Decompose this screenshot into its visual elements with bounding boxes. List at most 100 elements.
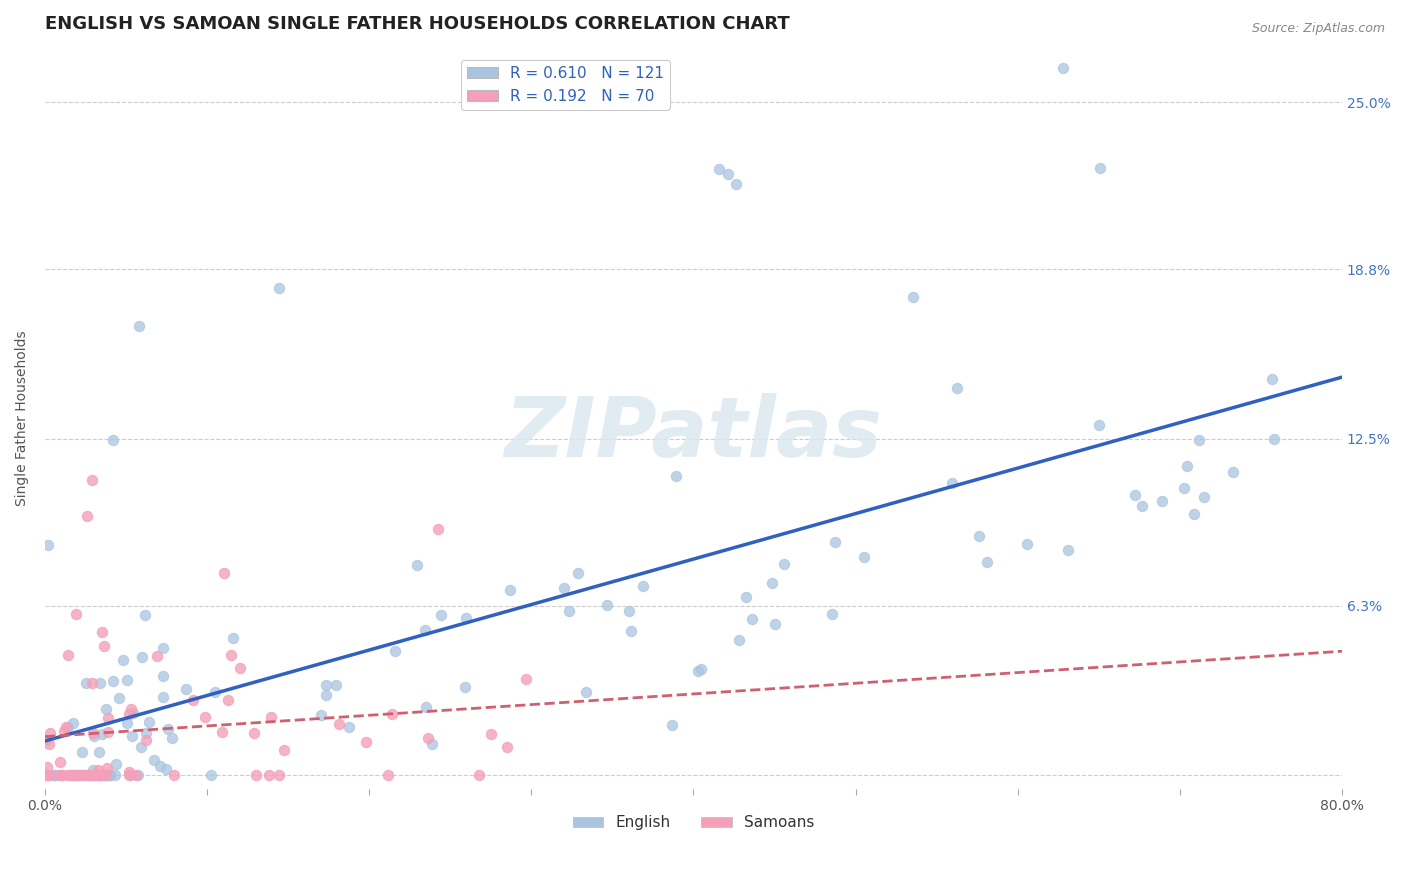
Point	[87, 768, 110, 782]
Point	[73, 768, 96, 782]
Point	[90, 625, 112, 640]
Point	[741, 612, 763, 626]
Point	[553, 581, 575, 595]
Point	[96, 768, 118, 782]
Point	[62, 716, 84, 731]
Point	[1188, 433, 1211, 447]
Point	[63, 768, 86, 782]
Point	[1150, 493, 1173, 508]
Point	[51, 768, 73, 782]
Point	[567, 566, 589, 580]
Point	[38, 726, 60, 740]
Point	[377, 768, 399, 782]
Point	[98, 768, 121, 782]
Y-axis label: Single Father Households: Single Father Households	[15, 331, 30, 507]
Point	[427, 522, 450, 536]
Point	[149, 759, 172, 773]
Point	[118, 768, 141, 782]
Point	[430, 608, 453, 623]
Point	[65, 607, 87, 622]
Point	[80, 768, 103, 782]
Point	[315, 688, 337, 702]
Point	[267, 281, 290, 295]
Point	[596, 598, 619, 612]
Legend: English, Samoans: English, Samoans	[567, 809, 821, 837]
Point	[558, 603, 581, 617]
Point	[152, 690, 174, 705]
Point	[1015, 536, 1038, 550]
Point	[58, 768, 80, 782]
Point	[96, 761, 118, 775]
Point	[117, 673, 139, 687]
Point	[325, 678, 347, 692]
Point	[86, 768, 108, 782]
Point	[328, 717, 350, 731]
Point	[155, 762, 177, 776]
Point	[55, 720, 77, 734]
Point	[89, 768, 111, 782]
Point	[257, 768, 280, 782]
Point	[309, 707, 332, 722]
Point	[734, 590, 756, 604]
Point	[967, 529, 990, 543]
Point	[152, 641, 174, 656]
Point	[217, 693, 239, 707]
Point	[211, 725, 233, 739]
Point	[686, 664, 709, 678]
Point	[454, 611, 477, 625]
Point	[728, 632, 751, 647]
Point	[1057, 542, 1080, 557]
Point	[761, 576, 783, 591]
Point	[499, 583, 522, 598]
Point	[42, 768, 65, 782]
Point	[38, 738, 60, 752]
Point	[80, 675, 103, 690]
Point	[194, 710, 217, 724]
Point	[260, 710, 283, 724]
Point	[267, 768, 290, 782]
Point	[98, 768, 121, 782]
Point	[121, 729, 143, 743]
Point	[181, 693, 204, 707]
Point	[229, 661, 252, 675]
Point	[1173, 481, 1195, 495]
Point	[96, 768, 118, 782]
Point	[380, 706, 402, 721]
Point	[820, 607, 842, 621]
Point	[773, 557, 796, 571]
Point	[35, 768, 58, 782]
Point	[152, 669, 174, 683]
Point	[122, 706, 145, 720]
Point	[157, 722, 180, 736]
Point	[142, 753, 165, 767]
Point	[37, 760, 59, 774]
Point	[82, 726, 104, 740]
Point	[127, 768, 149, 782]
Point	[72, 745, 94, 759]
Point	[976, 556, 998, 570]
Point	[903, 290, 925, 304]
Point	[125, 768, 148, 782]
Point	[243, 726, 266, 740]
Point	[87, 763, 110, 777]
Point	[56, 768, 79, 782]
Point	[75, 768, 97, 782]
Point	[89, 676, 111, 690]
Point	[852, 550, 875, 565]
Point	[83, 729, 105, 743]
Point	[129, 740, 152, 755]
Point	[104, 768, 127, 782]
Point	[97, 768, 120, 782]
Point	[707, 161, 730, 176]
Point	[515, 672, 537, 686]
Point	[665, 468, 688, 483]
Point	[97, 725, 120, 739]
Point	[82, 763, 104, 777]
Point	[468, 768, 491, 782]
Point	[63, 768, 86, 782]
Point	[496, 740, 519, 755]
Point	[60, 768, 83, 782]
Point	[37, 538, 59, 552]
Point	[84, 768, 107, 782]
Point	[824, 535, 846, 549]
